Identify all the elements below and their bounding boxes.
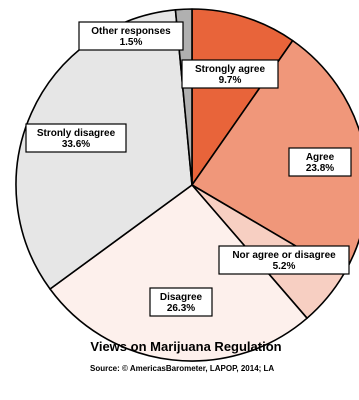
slice-label-value: 33.6%: [62, 139, 90, 150]
chart-source: Source: © AmericasBarometer, LAPOP, 2014…: [90, 364, 274, 373]
slice-label-value: 1.5%: [120, 37, 143, 48]
slice-label-name: Disagree: [160, 292, 203, 303]
slice-label-value: 5.2%: [273, 261, 296, 272]
slice-label-name: Stronly disagree: [37, 128, 116, 139]
slice-label-value: 26.3%: [167, 303, 195, 314]
slice-label-name: Strongly agree: [195, 64, 265, 75]
slice-label-name: Other responses: [91, 26, 171, 37]
slice-label-value: 9.7%: [219, 75, 242, 86]
slice-label-value: 23.8%: [306, 163, 334, 174]
chart-title: Views on Marijuana Regulation: [90, 339, 281, 354]
slice-label-name: Nor agree or disagree: [232, 250, 336, 261]
slice-label-name: Agree: [306, 152, 335, 163]
